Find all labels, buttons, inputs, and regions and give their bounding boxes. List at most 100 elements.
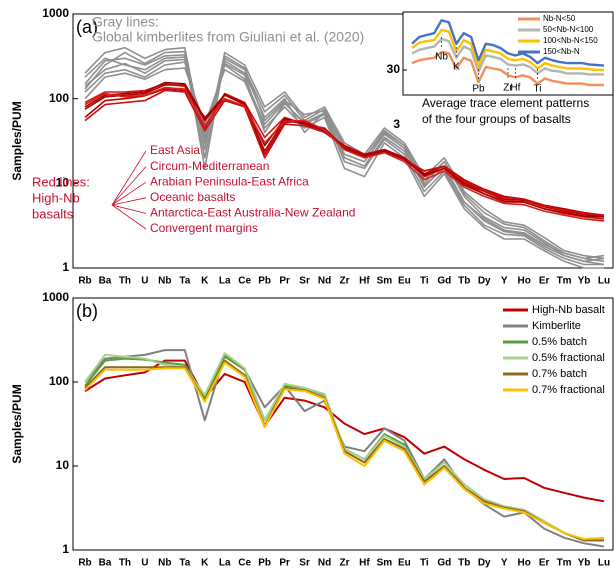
x-tick-label: Dy <box>478 276 491 287</box>
x-tick-label: Rb <box>78 276 91 287</box>
x-tick-label: Tm <box>557 276 572 287</box>
x-tick-label: Pb <box>258 276 271 287</box>
x-tick-label: Sr <box>299 558 310 569</box>
x-tick-label: Er <box>539 558 550 569</box>
legend-label: Arabian Peninsula-East Africa <box>150 174 309 188</box>
y-tick-label: 1000 <box>42 6 69 20</box>
x-tick-label: Ta <box>179 276 190 287</box>
y-tick-label: 10 <box>56 176 70 190</box>
x-tick-label: Eu <box>398 276 411 287</box>
connector <box>111 204 147 230</box>
legend-label: 50<Nb-N<100 <box>543 25 594 34</box>
x-tick-label: U <box>141 558 148 569</box>
legend-label: Nb-N<50 <box>543 14 576 23</box>
annotation: Global kimberlites from Giuliani et al. … <box>92 29 364 45</box>
y-tick-label: 10 <box>56 458 70 472</box>
legend-label: Circum-Mediterranean <box>150 159 269 173</box>
series-line <box>84 58 605 263</box>
x-tick-label: Gd <box>437 276 451 287</box>
x-tick-label: Yb <box>578 276 591 287</box>
inset-x-label: Zr <box>503 83 513 94</box>
inset-caption: Average trace element patterns <box>422 96 589 110</box>
inset-caption: of the four groups of basalts <box>422 112 571 126</box>
inset-x-label: Pb <box>472 84 485 95</box>
x-tick-label: Er <box>539 276 550 287</box>
series-line <box>84 81 605 218</box>
inset-x-label: Nb <box>435 52 448 63</box>
x-tick-label: Nd <box>318 558 331 569</box>
x-tick-label: Ho <box>517 558 530 569</box>
panel-label: (b) <box>76 301 98 321</box>
y-tick-label: 1 <box>62 260 69 274</box>
x-tick-label: Gd <box>437 558 451 569</box>
x-tick-label: Tb <box>458 276 470 287</box>
x-tick-label: Nd <box>318 276 331 287</box>
plot-frame <box>72 13 614 269</box>
inset-x-label: K <box>453 62 460 73</box>
x-tick-label: Ti <box>420 558 429 569</box>
y-tick-label: 1000 <box>42 290 69 304</box>
legend-label: High-Nb basalt <box>532 304 605 316</box>
inset-x-label: Hf <box>510 83 520 94</box>
x-tick-label: Sm <box>377 276 393 287</box>
annotation: Red lines: <box>32 174 90 189</box>
x-tick-label: U <box>141 276 148 287</box>
x-tick-label: Tb <box>458 558 470 569</box>
annotation: Gray lines: <box>92 14 159 30</box>
x-tick-label: La <box>219 558 231 569</box>
x-tick-label: Lu <box>598 276 610 287</box>
legend-label: Oceanic basalts <box>150 190 235 204</box>
x-tick-label: Rb <box>78 558 91 569</box>
x-tick-label: K <box>201 558 209 569</box>
y-axis-label: Samples/PUM <box>10 101 24 180</box>
x-tick-label: Hf <box>359 276 370 287</box>
x-tick-label: Eu <box>398 558 411 569</box>
x-tick-label: Y <box>501 276 508 287</box>
x-tick-label: Nb <box>158 276 171 287</box>
legend-label: 150<Nb-N <box>543 47 580 56</box>
x-tick-label: Ba <box>99 276 112 287</box>
y-tick-label: 100 <box>49 374 69 388</box>
connector <box>111 150 147 206</box>
x-tick-label: Ce <box>238 558 251 569</box>
legend-label: East Asia <box>150 143 200 157</box>
x-tick-label: La <box>219 276 231 287</box>
y-tick-label: 3 <box>393 117 400 131</box>
series-line <box>84 61 604 266</box>
series-line <box>84 56 605 260</box>
x-tick-label: Th <box>119 276 131 287</box>
x-tick-label: Tm <box>557 558 572 569</box>
x-tick-label: Yb <box>578 558 591 569</box>
x-tick-label: Y <box>501 558 508 569</box>
x-tick-label: Ce <box>238 276 251 287</box>
legend-label: 0.7% batch <box>532 368 587 380</box>
series-line <box>84 361 605 541</box>
x-tick-label: Sm <box>377 558 393 569</box>
x-tick-label: Th <box>119 558 131 569</box>
inset-x-label: Ti <box>534 84 542 95</box>
annotation: basalts <box>32 206 74 221</box>
legend-label: Convergent margins <box>150 221 258 235</box>
series-line <box>411 50 604 87</box>
legend-label: 0.5% fractional <box>532 352 605 364</box>
x-tick-label: Zr <box>340 276 350 287</box>
series-line <box>84 46 605 260</box>
connector <box>111 166 147 206</box>
y-tick-label: 1 <box>62 542 69 556</box>
legend-label: 0.5% batch <box>532 336 587 348</box>
x-tick-label: Lu <box>598 558 610 569</box>
x-tick-label: Pr <box>279 276 290 287</box>
plot-frame <box>72 297 614 551</box>
x-tick-label: Nb <box>158 558 171 569</box>
y-tick-label: 30 <box>387 62 401 76</box>
x-tick-label: Zr <box>340 558 350 569</box>
x-tick-label: Hf <box>359 558 370 569</box>
series-line <box>411 28 604 72</box>
x-tick-label: Ba <box>99 558 112 569</box>
x-tick-label: Dy <box>478 558 491 569</box>
annotation: High-Nb <box>32 190 80 205</box>
panel-label: (a) <box>76 17 98 37</box>
connector <box>111 197 147 206</box>
legend-label: Kimberlite <box>532 320 581 332</box>
